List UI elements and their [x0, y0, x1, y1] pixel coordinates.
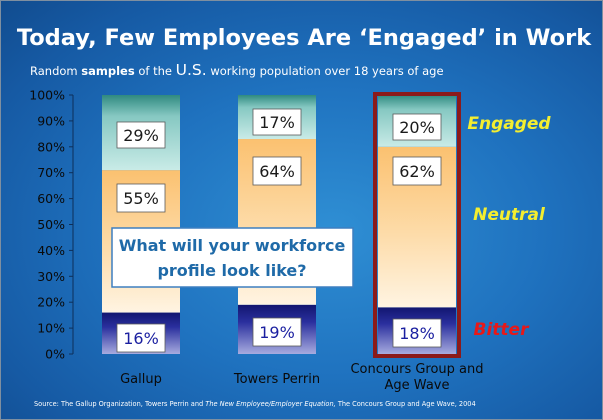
slide-title: Today, Few Employees Are ‘Engaged’ in Wo… [17, 25, 592, 51]
value-label-box-neutral-towers-perrin [252, 156, 302, 186]
source-part-2: The New Employee/Employer Equation, [205, 400, 335, 408]
value-label-box-bitter-concours-group-and-age-wave [392, 318, 442, 348]
source-part-3: The Concours Group and Age Wave, 2004 [336, 400, 476, 408]
value-label-box-engaged-concours-group-and-age-wave [392, 113, 442, 141]
value-label-neutral-concours-group-and-age-wave: 62% [399, 162, 435, 181]
x-tick-label-concours: Concours Group and Age Wave [350, 362, 483, 393]
subtitle-part-3: of the [135, 64, 176, 78]
y-tick-label: 100% [29, 88, 65, 103]
callout: What will your workforce profile look li… [111, 227, 354, 288]
value-label-engaged-concours-group-and-age-wave: 20% [399, 118, 435, 137]
subtitle-part-4: U.S. [176, 61, 207, 79]
value-label-box-engaged-gallup [116, 121, 166, 149]
value-label-box-neutral-gallup [116, 183, 166, 213]
value-label-neutral-towers-perrin: 64% [259, 162, 295, 181]
callout-line-2: profile look like? [157, 261, 306, 280]
value-label-engaged-gallup: 29% [123, 126, 159, 145]
y-tick-label: 90% [37, 113, 65, 128]
value-label-bitter-gallup: 16% [123, 329, 159, 348]
legend-engaged: Engaged [467, 114, 551, 134]
callout-line-1: What will your workforce [119, 236, 346, 255]
subtitle-part-1: Random [30, 64, 81, 78]
x-tick-label-towers-perrin: Towers Perrin [233, 372, 320, 387]
value-label-box-engaged-towers-perrin [252, 108, 302, 136]
y-tick-label: 60% [37, 191, 65, 206]
value-label-engaged-towers-perrin: 17% [259, 113, 295, 132]
y-tick-label: 30% [37, 269, 65, 284]
legend-neutral: Neutral [473, 205, 546, 225]
slide-subtitle: Random samples of the U.S. working popul… [30, 61, 444, 79]
value-labels: 16% 19% 18% 55% 64% 62% 29% 17% 20% [116, 108, 442, 353]
value-label-bitter-towers-perrin: 19% [259, 323, 295, 342]
subtitle-part-5: working population over 18 years of age [207, 64, 444, 78]
y-tick-label: 70% [37, 165, 65, 180]
value-label-neutral-gallup: 55% [123, 189, 159, 208]
value-label-box-bitter-gallup [116, 323, 166, 353]
y-tick-label: 20% [37, 295, 65, 310]
value-label-box-bitter-towers-perrin [252, 317, 302, 347]
value-label-bitter-concours-group-and-age-wave: 18% [399, 324, 435, 343]
y-tick-label: 80% [37, 139, 65, 154]
y-tick-label: 40% [37, 243, 65, 258]
value-label-box-neutral-concours-group-and-age-wave [392, 156, 442, 186]
source-part-1: Source: The Gallup Organization, Towers … [34, 400, 205, 408]
legend-bitter: Bitter [474, 320, 531, 340]
x-tick-label-gallup: Gallup [120, 372, 162, 387]
y-tick-label: 0% [45, 347, 65, 362]
source-note: Source: The Gallup Organization, Towers … [34, 400, 476, 408]
x-axis: Gallup Towers Perrin Concours Group and Age… [120, 362, 483, 393]
y-axis: 0% 10% 20% 30% 40% 50% 60% 70% 80% 90% 100% [29, 88, 74, 362]
highlight-box [373, 92, 461, 358]
y-tick-label: 10% [37, 321, 65, 336]
subtitle-part-2: samples [81, 64, 135, 78]
callout-box [111, 227, 354, 288]
y-tick-label: 50% [37, 217, 65, 232]
